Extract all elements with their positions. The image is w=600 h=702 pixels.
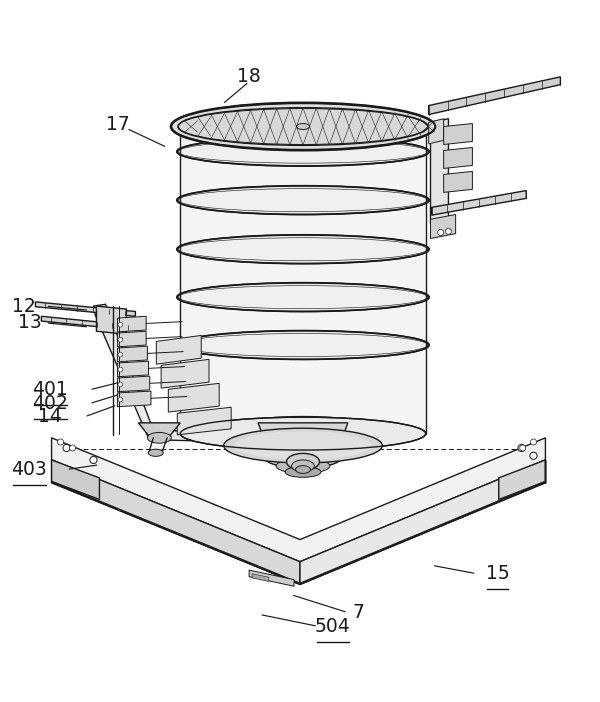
Circle shape: [118, 322, 123, 327]
Polygon shape: [430, 215, 455, 239]
Polygon shape: [169, 383, 219, 412]
Circle shape: [437, 230, 443, 235]
Circle shape: [90, 456, 97, 463]
Text: 7: 7: [353, 603, 365, 622]
Circle shape: [518, 444, 525, 451]
Ellipse shape: [176, 331, 430, 359]
Polygon shape: [52, 460, 100, 499]
Polygon shape: [97, 306, 127, 334]
Ellipse shape: [266, 450, 340, 468]
Polygon shape: [177, 407, 231, 435]
Text: 18: 18: [237, 67, 261, 86]
Ellipse shape: [178, 107, 428, 145]
Ellipse shape: [178, 333, 428, 357]
Ellipse shape: [178, 189, 428, 211]
Text: 15: 15: [485, 564, 509, 583]
Ellipse shape: [276, 458, 330, 473]
Ellipse shape: [148, 449, 163, 456]
Ellipse shape: [176, 283, 430, 312]
Polygon shape: [157, 336, 201, 364]
Polygon shape: [118, 346, 148, 362]
Polygon shape: [35, 302, 136, 317]
Circle shape: [58, 439, 64, 445]
Polygon shape: [258, 436, 348, 458]
Polygon shape: [300, 460, 545, 585]
Text: 401: 401: [32, 380, 68, 399]
Text: 504: 504: [315, 617, 351, 636]
Ellipse shape: [176, 186, 430, 215]
Polygon shape: [94, 304, 239, 442]
Polygon shape: [443, 171, 472, 192]
Polygon shape: [429, 119, 443, 144]
Circle shape: [70, 445, 76, 451]
Polygon shape: [118, 361, 149, 377]
Ellipse shape: [171, 103, 434, 150]
Text: 403: 403: [11, 460, 47, 479]
Ellipse shape: [176, 235, 430, 264]
Ellipse shape: [178, 238, 428, 260]
Polygon shape: [443, 147, 472, 168]
Polygon shape: [499, 460, 545, 499]
Ellipse shape: [178, 140, 428, 163]
Polygon shape: [41, 317, 137, 331]
Polygon shape: [429, 77, 560, 114]
Circle shape: [118, 337, 123, 342]
Circle shape: [118, 352, 123, 357]
Polygon shape: [249, 570, 294, 586]
Polygon shape: [258, 423, 348, 446]
Text: 14: 14: [38, 407, 62, 426]
Text: 13: 13: [17, 313, 41, 332]
Polygon shape: [52, 460, 300, 585]
Ellipse shape: [222, 420, 384, 451]
Ellipse shape: [292, 460, 314, 472]
Circle shape: [520, 445, 526, 451]
Circle shape: [63, 444, 70, 451]
Polygon shape: [161, 359, 209, 388]
Polygon shape: [118, 331, 146, 347]
Ellipse shape: [178, 286, 428, 309]
Ellipse shape: [176, 138, 430, 166]
Polygon shape: [443, 124, 472, 145]
Text: 12: 12: [11, 297, 35, 316]
Text: 17: 17: [106, 115, 129, 134]
Circle shape: [118, 367, 123, 372]
Circle shape: [445, 228, 451, 234]
Ellipse shape: [296, 124, 310, 129]
Circle shape: [118, 382, 123, 387]
Polygon shape: [180, 126, 426, 434]
Polygon shape: [252, 574, 269, 581]
Ellipse shape: [287, 453, 319, 470]
Polygon shape: [52, 438, 545, 562]
Ellipse shape: [296, 465, 310, 473]
Circle shape: [530, 439, 536, 445]
Text: 402: 402: [32, 395, 68, 413]
Ellipse shape: [285, 467, 321, 477]
Polygon shape: [118, 317, 146, 332]
Polygon shape: [431, 190, 526, 215]
Polygon shape: [430, 119, 448, 223]
Circle shape: [530, 452, 537, 459]
Polygon shape: [118, 376, 150, 392]
Ellipse shape: [180, 417, 426, 450]
Polygon shape: [118, 391, 151, 406]
Ellipse shape: [148, 432, 171, 443]
Polygon shape: [139, 423, 180, 438]
Ellipse shape: [224, 428, 382, 463]
Circle shape: [118, 397, 123, 402]
Ellipse shape: [210, 416, 396, 456]
Ellipse shape: [234, 431, 372, 460]
